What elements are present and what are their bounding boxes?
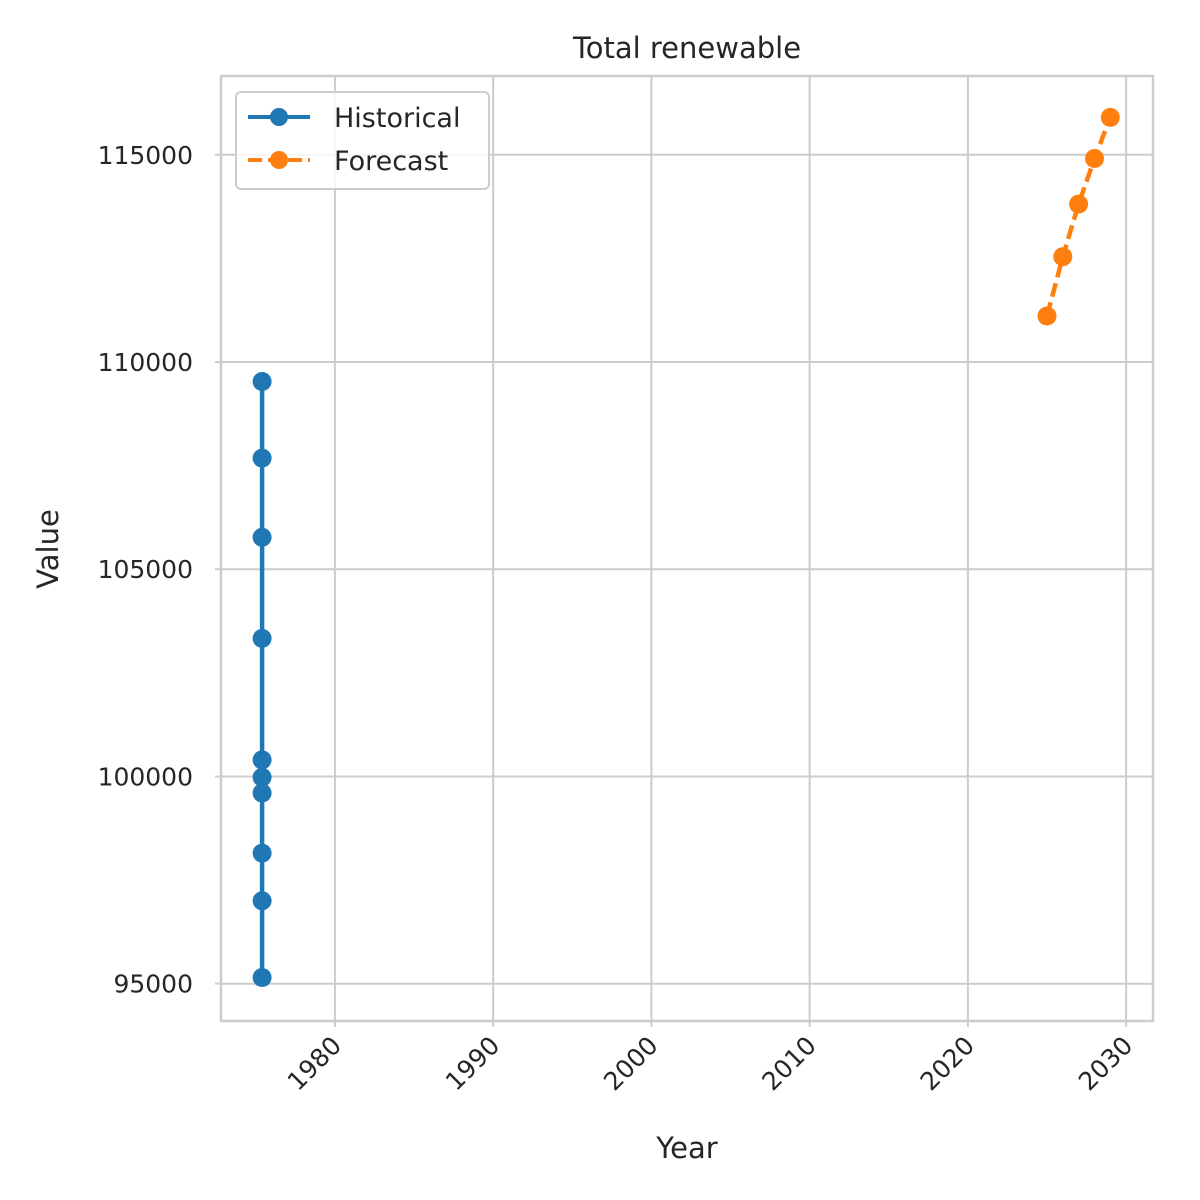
historical-point — [252, 372, 272, 391]
legend-forecast-label: Forecast — [334, 146, 448, 177]
plot-frame — [219, 74, 1155, 1023]
y-tick-label: 110000 — [98, 348, 193, 377]
y-tick-label: 100000 — [98, 762, 193, 791]
x-axis-label: Year — [655, 1131, 717, 1165]
historical-point — [252, 750, 272, 770]
forecast-line — [1044, 116, 1113, 317]
forecast-point — [1100, 107, 1120, 127]
x-tick-label: 2030 — [1073, 1031, 1138, 1096]
series-historical — [252, 372, 272, 987]
y-tick-label: 95000 — [113, 970, 193, 999]
series-forecast — [1037, 107, 1120, 326]
grid — [221, 76, 1153, 1021]
chart-title: Total renewable — [572, 31, 801, 65]
historical-point — [252, 968, 272, 987]
y-tick-label: 105000 — [98, 555, 193, 584]
forecast-point — [1037, 306, 1057, 326]
x-tick-label: 2010 — [756, 1031, 821, 1096]
x-tick-label: 1990 — [440, 1031, 505, 1096]
historical-point — [252, 783, 272, 803]
historical-point — [252, 843, 272, 863]
forecast-point — [1069, 194, 1089, 214]
y-axis-ticks: 95000 100000 105000 110000 115000 — [98, 141, 221, 999]
historical-point — [252, 891, 272, 911]
legend-forecast-marker — [270, 151, 288, 169]
x-tick-label: 2020 — [915, 1031, 980, 1096]
historical-point — [252, 628, 272, 648]
legend-historical-marker — [270, 108, 288, 126]
y-axis-label: Value — [31, 509, 65, 589]
historical-point — [252, 767, 272, 787]
y-tick-label: 115000 — [98, 141, 193, 170]
legend: Historical Forecast — [235, 91, 490, 190]
historical-point — [252, 448, 272, 468]
forecast-point — [1053, 247, 1073, 267]
series — [252, 107, 1120, 987]
x-tick-label: 2000 — [598, 1031, 663, 1096]
x-tick-label: 1980 — [282, 1031, 347, 1096]
historical-point — [252, 527, 272, 547]
legend-historical-label: Historical — [334, 103, 460, 134]
forecast-point — [1085, 149, 1104, 168]
x-axis-ticks: 1980 1990 2000 2010 2020 2030 — [282, 1021, 1138, 1096]
